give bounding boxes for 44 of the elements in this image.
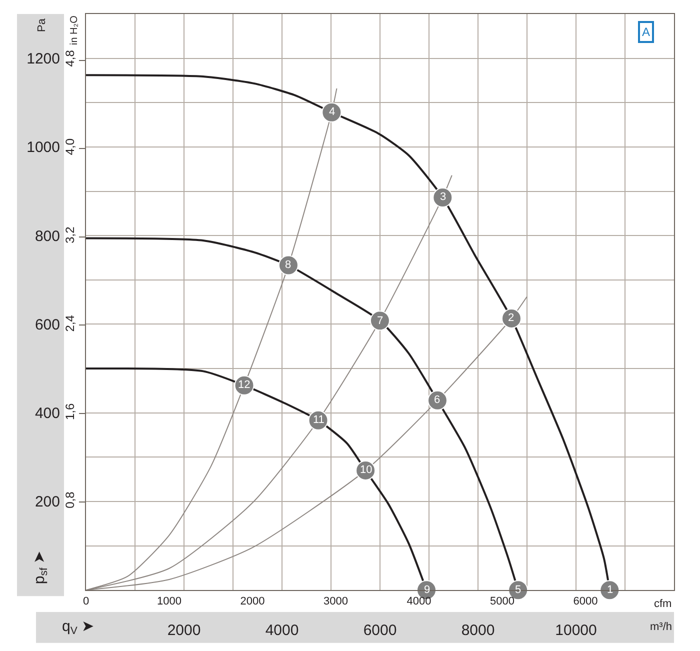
annotation: 7 <box>377 315 384 327</box>
annotation: 6 <box>434 394 440 406</box>
x-tick-label: 0 <box>82 595 90 608</box>
x2-tick-label: 10000 <box>555 622 597 639</box>
y-tick-label: 200 <box>34 494 60 511</box>
y2-tick-label: 4,0 <box>63 138 78 156</box>
x2-tick-label: 2000 <box>167 622 201 639</box>
x-tick-label: 5000 <box>490 595 514 608</box>
annotation: 9 <box>424 584 430 596</box>
x2-tick-label: 4000 <box>265 622 299 639</box>
y-tick-label: 800 <box>34 228 60 245</box>
annotation: 5 <box>515 584 522 596</box>
y-tick-label: 1200 <box>26 50 60 68</box>
annotation: 4 <box>329 106 336 118</box>
x2-axis-title: m³/h <box>650 621 672 633</box>
y2-tick-label: 3,2 <box>63 226 78 244</box>
y2-tick-label: 2,4 <box>63 314 78 332</box>
x2-tick-label: 8000 <box>461 622 495 639</box>
y2-axis-title: in H₂O <box>68 15 80 46</box>
x2-tick-label: 6000 <box>363 622 397 639</box>
point <box>370 310 390 331</box>
y2-tick-label: 1,6 <box>63 403 78 420</box>
annotation: A <box>642 25 650 39</box>
annotation: 1 <box>607 584 614 596</box>
y2-tick-label: 0,8 <box>63 491 78 508</box>
y-axis-title: Pa <box>36 18 48 32</box>
x-tick-label: 1000 <box>157 595 182 608</box>
x-tick-label: 4000 <box>406 595 432 608</box>
x-tick-label: 2000 <box>240 595 265 608</box>
y2-tick-label: 4,8 <box>63 50 78 67</box>
text: q$_{V}$ ➤ <box>62 618 95 638</box>
annotation: 8 <box>285 259 292 271</box>
x-tick-label: 6000 <box>573 595 598 608</box>
annotation: 12 <box>238 379 250 391</box>
annotation: 2 <box>508 312 514 324</box>
annotation: 3 <box>440 191 446 203</box>
y-tick-label: 600 <box>34 316 60 334</box>
y-tick-label: 400 <box>34 405 60 422</box>
annotation: 11 <box>313 414 324 426</box>
y-tick-label: 1000 <box>26 139 60 156</box>
x-tick-label: 3000 <box>324 595 348 608</box>
x-axis-title: cfm <box>654 598 672 610</box>
annotation: 10 <box>360 464 372 476</box>
point <box>502 308 522 328</box>
